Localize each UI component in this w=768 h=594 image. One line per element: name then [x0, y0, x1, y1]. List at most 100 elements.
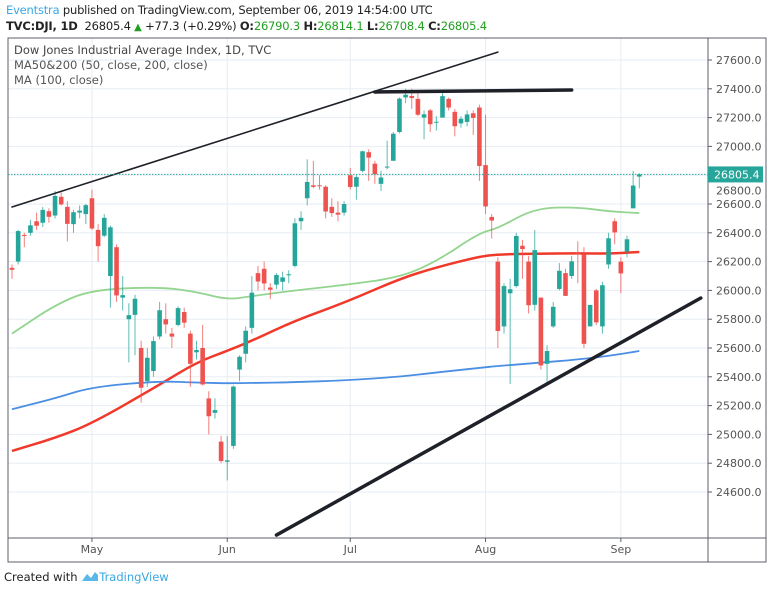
x-tick-label: Sep [610, 543, 631, 556]
candle [391, 132, 396, 161]
candle-body [587, 304, 593, 327]
candle [77, 205, 82, 219]
candle-body [292, 223, 298, 266]
candle-body [138, 348, 144, 388]
candle [329, 198, 335, 217]
candle-body [341, 204, 347, 213]
candle [255, 265, 261, 291]
y-tick-label: 26000.0 [716, 284, 762, 297]
candle-body [89, 198, 95, 229]
candle-body [452, 111, 458, 127]
candle [563, 268, 568, 297]
candle-body [526, 261, 531, 306]
candle-body [550, 306, 556, 327]
candle [618, 257, 624, 294]
candle-body [397, 98, 402, 132]
candle-body [15, 231, 21, 262]
candle [397, 97, 402, 134]
candle-body [65, 206, 70, 224]
last-price-badge [708, 166, 763, 183]
candle-body [446, 98, 451, 108]
last-value: 26805.4 [84, 19, 131, 33]
candle [514, 232, 519, 288]
candle-body [22, 234, 27, 236]
candle-body [495, 261, 501, 332]
candle [304, 159, 310, 206]
candle-body [212, 410, 218, 413]
candle [378, 170, 384, 192]
y-tick-label: 24800.0 [716, 457, 762, 470]
candle [274, 273, 279, 289]
publish-info: Eventstra published on TradingView.com, … [6, 3, 433, 17]
ma-line-ma100 [11, 250, 640, 453]
candle [606, 232, 611, 269]
candle-body [274, 274, 279, 285]
y-tick-label: 27400.0 [716, 83, 762, 96]
open-value: 26790.3 [253, 19, 300, 33]
candle-body [77, 210, 82, 213]
tradingview-link[interactable]: TradingView [99, 570, 169, 584]
candle [347, 168, 353, 190]
candle [243, 326, 248, 363]
candle [237, 355, 242, 382]
candle [384, 140, 390, 170]
candle [458, 116, 464, 128]
candle [526, 255, 531, 314]
candle [464, 110, 470, 127]
candle [323, 185, 328, 219]
candle [188, 330, 193, 387]
candle [89, 189, 95, 230]
candle-body [440, 96, 445, 118]
candle-body [261, 268, 267, 284]
candle-body [507, 289, 513, 294]
candle [440, 93, 445, 118]
trendline [274, 296, 703, 537]
candle-body [335, 212, 341, 215]
candle [311, 160, 316, 189]
candle [65, 201, 70, 242]
candle [317, 175, 322, 190]
high-label: H: [303, 19, 318, 33]
candle-body [280, 277, 285, 282]
author-link[interactable]: Eventstra [6, 3, 60, 17]
candle-body [354, 177, 359, 187]
candle [477, 104, 482, 181]
candle-body [575, 252, 581, 255]
candle [587, 304, 593, 327]
legend-ma50-200[interactable]: MA50&200 (50, close, 200, close) [14, 58, 208, 72]
candle-body [114, 247, 119, 296]
candle [151, 336, 156, 377]
candle [9, 264, 15, 279]
symbol: TVC:DJI, 1D [6, 19, 78, 33]
candle-body [120, 295, 125, 298]
candle [501, 283, 507, 334]
candle [22, 232, 27, 248]
candle-body [46, 211, 52, 217]
candle-body [618, 261, 624, 274]
candle-body [483, 165, 488, 207]
candle [507, 278, 513, 384]
candle-body [194, 350, 199, 353]
candle [292, 218, 298, 268]
candle-body [630, 185, 636, 209]
candle [40, 206, 46, 228]
candle [532, 229, 538, 311]
candle [58, 192, 64, 206]
candle-body [9, 267, 15, 270]
y-tick-label: 26800.0 [716, 184, 762, 197]
low-value: 26708.4 [378, 19, 425, 33]
candle-body [304, 181, 310, 199]
candle-body [581, 254, 587, 344]
legend-ma100[interactable]: MA (100, close) [14, 73, 104, 87]
ma-line-ma200 [11, 350, 640, 411]
candle [46, 208, 52, 223]
candle [446, 97, 451, 111]
candle [427, 108, 433, 132]
candle-body [409, 96, 415, 99]
candle [280, 271, 285, 291]
candle-body [624, 239, 630, 252]
candle-body [593, 290, 599, 323]
candle-body [372, 163, 378, 175]
candle [600, 281, 605, 334]
